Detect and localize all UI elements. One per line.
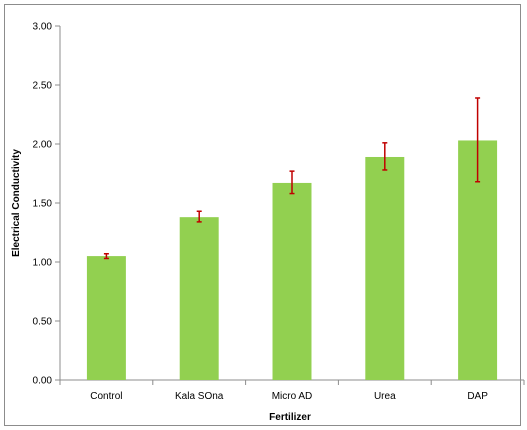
bar-kala-sona xyxy=(179,217,219,380)
x-tick-label: Control xyxy=(90,391,122,402)
bar-control xyxy=(86,256,126,380)
x-tick-label: Kala SOna xyxy=(175,391,224,402)
y-tick-label: 1.50 xyxy=(33,199,53,210)
x-tick-label: Urea xyxy=(374,391,396,402)
y-tick-label: 0.00 xyxy=(33,376,53,387)
plot-area: 0.00 0.50 1.00 1.50 2.00 2.50 3.00 Control Kala … xyxy=(33,22,525,402)
y-axis-title: Electrical Conductivity xyxy=(11,149,22,257)
bar-micro-ad xyxy=(272,182,312,380)
y-tick-label: 2.00 xyxy=(33,140,53,151)
y-tick-label: 3.00 xyxy=(33,22,53,33)
x-tick-label: DAP xyxy=(467,391,488,402)
y-tick-label: 2.50 xyxy=(33,81,53,92)
bar-urea xyxy=(365,156,405,380)
y-tick-label: 0.50 xyxy=(33,317,53,328)
x-axis-title: Fertilizer xyxy=(269,412,311,423)
x-tick-label: Micro AD xyxy=(272,391,313,402)
y-tick-label: 1.00 xyxy=(33,258,53,269)
